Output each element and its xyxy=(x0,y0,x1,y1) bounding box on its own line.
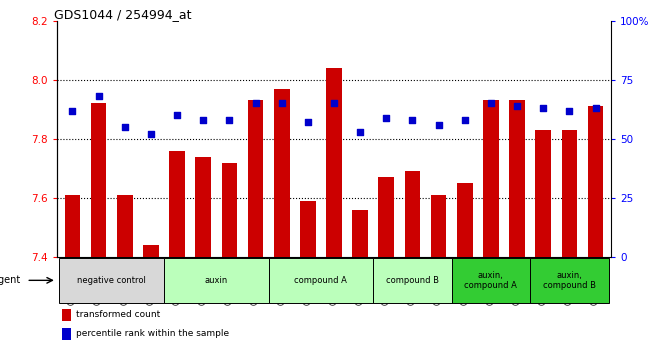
Point xyxy=(277,101,287,106)
Point xyxy=(250,101,261,106)
Bar xyxy=(326,68,342,257)
Point xyxy=(486,101,496,106)
Point xyxy=(329,101,339,106)
Bar xyxy=(300,201,316,257)
Bar xyxy=(431,195,446,257)
Point xyxy=(198,117,208,123)
Point xyxy=(172,112,182,118)
Bar xyxy=(269,258,373,303)
Bar xyxy=(379,177,394,257)
Bar xyxy=(535,130,551,257)
Bar xyxy=(248,100,263,257)
Text: auxin,
compound A: auxin, compound A xyxy=(464,270,517,290)
Text: negative control: negative control xyxy=(77,276,146,285)
Point xyxy=(146,131,156,137)
Text: auxin,
compound B: auxin, compound B xyxy=(543,270,596,290)
Bar xyxy=(222,162,237,257)
Text: agent: agent xyxy=(0,275,21,285)
Text: compound A: compound A xyxy=(295,276,347,285)
Bar xyxy=(117,195,133,257)
Bar xyxy=(352,210,368,257)
Bar xyxy=(65,195,80,257)
Bar xyxy=(457,183,473,257)
Point xyxy=(303,120,313,125)
Bar xyxy=(452,258,530,303)
Point xyxy=(355,129,365,135)
Point xyxy=(94,93,104,99)
Bar xyxy=(164,258,269,303)
Point xyxy=(381,115,391,120)
Bar xyxy=(62,309,71,321)
Point xyxy=(512,103,522,109)
Text: transformed count: transformed count xyxy=(76,310,160,319)
Point xyxy=(407,117,418,123)
Point xyxy=(460,117,470,123)
Text: compound B: compound B xyxy=(386,276,439,285)
Bar xyxy=(483,100,499,257)
Text: auxin: auxin xyxy=(204,276,228,285)
Point xyxy=(564,108,574,113)
Bar xyxy=(509,100,525,257)
Point xyxy=(67,108,77,113)
Text: percentile rank within the sample: percentile rank within the sample xyxy=(76,329,229,338)
Point xyxy=(120,124,130,130)
Bar xyxy=(274,89,289,257)
Bar xyxy=(373,258,452,303)
Point xyxy=(434,122,444,128)
Bar xyxy=(530,258,609,303)
Bar xyxy=(59,258,164,303)
Text: GDS1044 / 254994_at: GDS1044 / 254994_at xyxy=(54,8,192,21)
Point xyxy=(538,106,548,111)
Bar xyxy=(143,245,159,257)
Bar xyxy=(169,151,185,257)
Bar xyxy=(196,157,211,257)
Bar xyxy=(62,328,71,339)
Point xyxy=(224,117,234,123)
Bar xyxy=(405,171,420,257)
Point xyxy=(591,106,601,111)
Bar xyxy=(562,130,577,257)
Bar xyxy=(588,106,603,257)
Bar xyxy=(91,104,106,257)
